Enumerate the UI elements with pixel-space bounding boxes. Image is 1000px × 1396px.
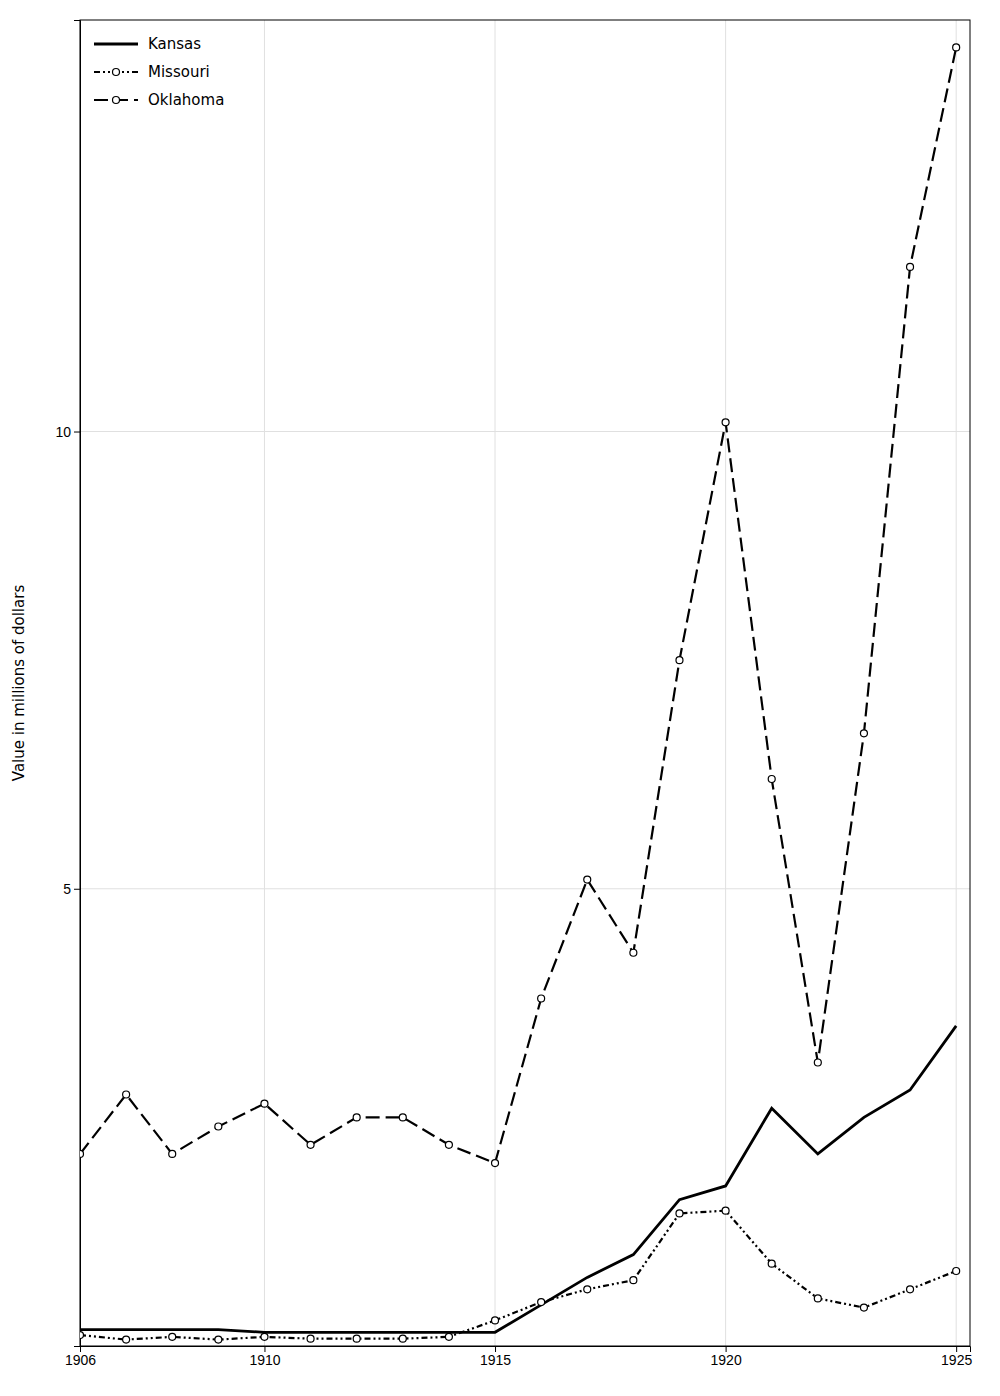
series-point [353,1335,360,1342]
series-point [169,1150,176,1157]
tick-label: 1915 [480,1352,511,1368]
series-point [584,876,591,883]
series-point [630,1277,637,1284]
legend-swatch [94,43,138,46]
series-point [768,776,775,783]
tick-mark [74,889,80,890]
series-point [538,995,545,1002]
series-point [445,1141,452,1148]
grid-line-x [264,20,265,1346]
legend-item: Kansas [94,35,201,53]
series-point [169,1333,176,1340]
tick-label: 10 [55,423,71,439]
series-point [953,1268,960,1275]
series-point [538,1299,545,1306]
tick-label: 1910 [249,1352,280,1368]
series-point [907,1286,914,1293]
grid-line-x [725,20,726,1346]
series-point [630,949,637,956]
grid-line-x [495,20,496,1346]
series-point [123,1336,130,1343]
tick: 1906 [65,1346,96,1368]
series-point [953,44,960,51]
legend-item: Oklahoma [94,91,224,109]
series-point [215,1336,222,1343]
series-point [215,1123,222,1130]
plot: 1906 1910 1915 1920 1925 5 10 Kansas Missouri Okl… [55,20,972,1368]
tick: 10 [55,423,80,439]
series-point [860,730,867,737]
series-line [80,1211,956,1340]
tick: 1920 [711,1346,742,1368]
series-point [722,419,729,426]
series-line [80,47,956,1163]
y-axis-label: Value in millions of dollars [10,585,28,782]
legend-marker [113,97,120,104]
tick: 5 [63,881,80,897]
legend-label: Missouri [148,63,210,81]
legend-marker [113,69,120,76]
tick-label: 5 [63,881,71,897]
grid [80,20,970,1346]
plot-frame [80,20,970,1346]
series-point [307,1141,314,1148]
series-point [814,1295,821,1302]
series-point [907,263,914,270]
legend-label: Kansas [148,35,201,53]
series-point [80,1332,84,1339]
series-point [80,1150,84,1157]
series-point [492,1160,499,1167]
series-point [814,1059,821,1066]
series-line [80,1026,956,1332]
grid-line-x [956,20,957,1346]
tick: 1925 [941,1346,972,1368]
x-axis: 1906 1910 1915 1920 1925 [65,1346,973,1368]
axis-line [81,1347,971,1353]
series-group [80,44,960,1343]
y-axis: 5 10 [55,21,80,1347]
grid-line-y [80,888,970,889]
tick-label: 1906 [65,1352,96,1368]
legend-label: Oklahoma [148,91,224,109]
series-point [722,1207,729,1214]
legend-item: Missouri [94,63,210,81]
series-point [584,1286,591,1293]
tick: 1910 [249,1346,280,1368]
tick: 1915 [480,1346,511,1368]
series-point [676,657,683,664]
grid-line-y [80,431,970,432]
series-point [492,1317,499,1324]
series-point [399,1114,406,1121]
series-point [353,1114,360,1121]
series-point [261,1333,268,1340]
axis-line [74,21,81,1347]
tick-label: 1920 [711,1352,742,1368]
series-point [445,1333,452,1340]
series-point [860,1304,867,1311]
series-point [307,1335,314,1342]
tick-mark [74,432,80,433]
chart: 1906 1910 1915 1920 1925 5 10 Kansas Missouri Okl… [0,0,1000,1396]
series-point [123,1091,130,1098]
series-point [261,1100,268,1107]
series-point [399,1335,406,1342]
series-point [676,1210,683,1217]
tick-label: 1925 [941,1352,972,1368]
series-point [768,1260,775,1267]
legend: Kansas Missouri Oklahoma [94,35,224,109]
